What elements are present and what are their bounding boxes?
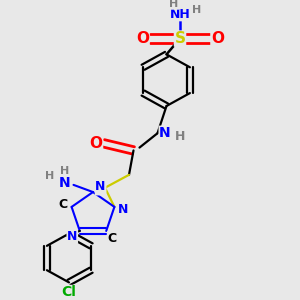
Text: O: O	[136, 31, 149, 46]
Text: H: H	[60, 166, 69, 176]
Text: N: N	[159, 126, 171, 140]
Text: N: N	[67, 230, 77, 243]
Text: H: H	[169, 0, 178, 9]
Text: Cl: Cl	[61, 285, 76, 299]
Text: C: C	[108, 232, 117, 244]
Text: N: N	[95, 180, 106, 193]
Text: O: O	[89, 136, 103, 151]
Text: S: S	[95, 181, 106, 195]
Text: O: O	[211, 31, 224, 46]
Text: N: N	[118, 203, 129, 216]
Text: C: C	[58, 197, 67, 211]
Text: H: H	[175, 130, 185, 142]
Text: NH: NH	[169, 8, 190, 21]
Text: H: H	[45, 171, 54, 181]
Text: S: S	[175, 31, 185, 46]
Text: H: H	[192, 5, 201, 15]
Text: N: N	[59, 176, 70, 190]
